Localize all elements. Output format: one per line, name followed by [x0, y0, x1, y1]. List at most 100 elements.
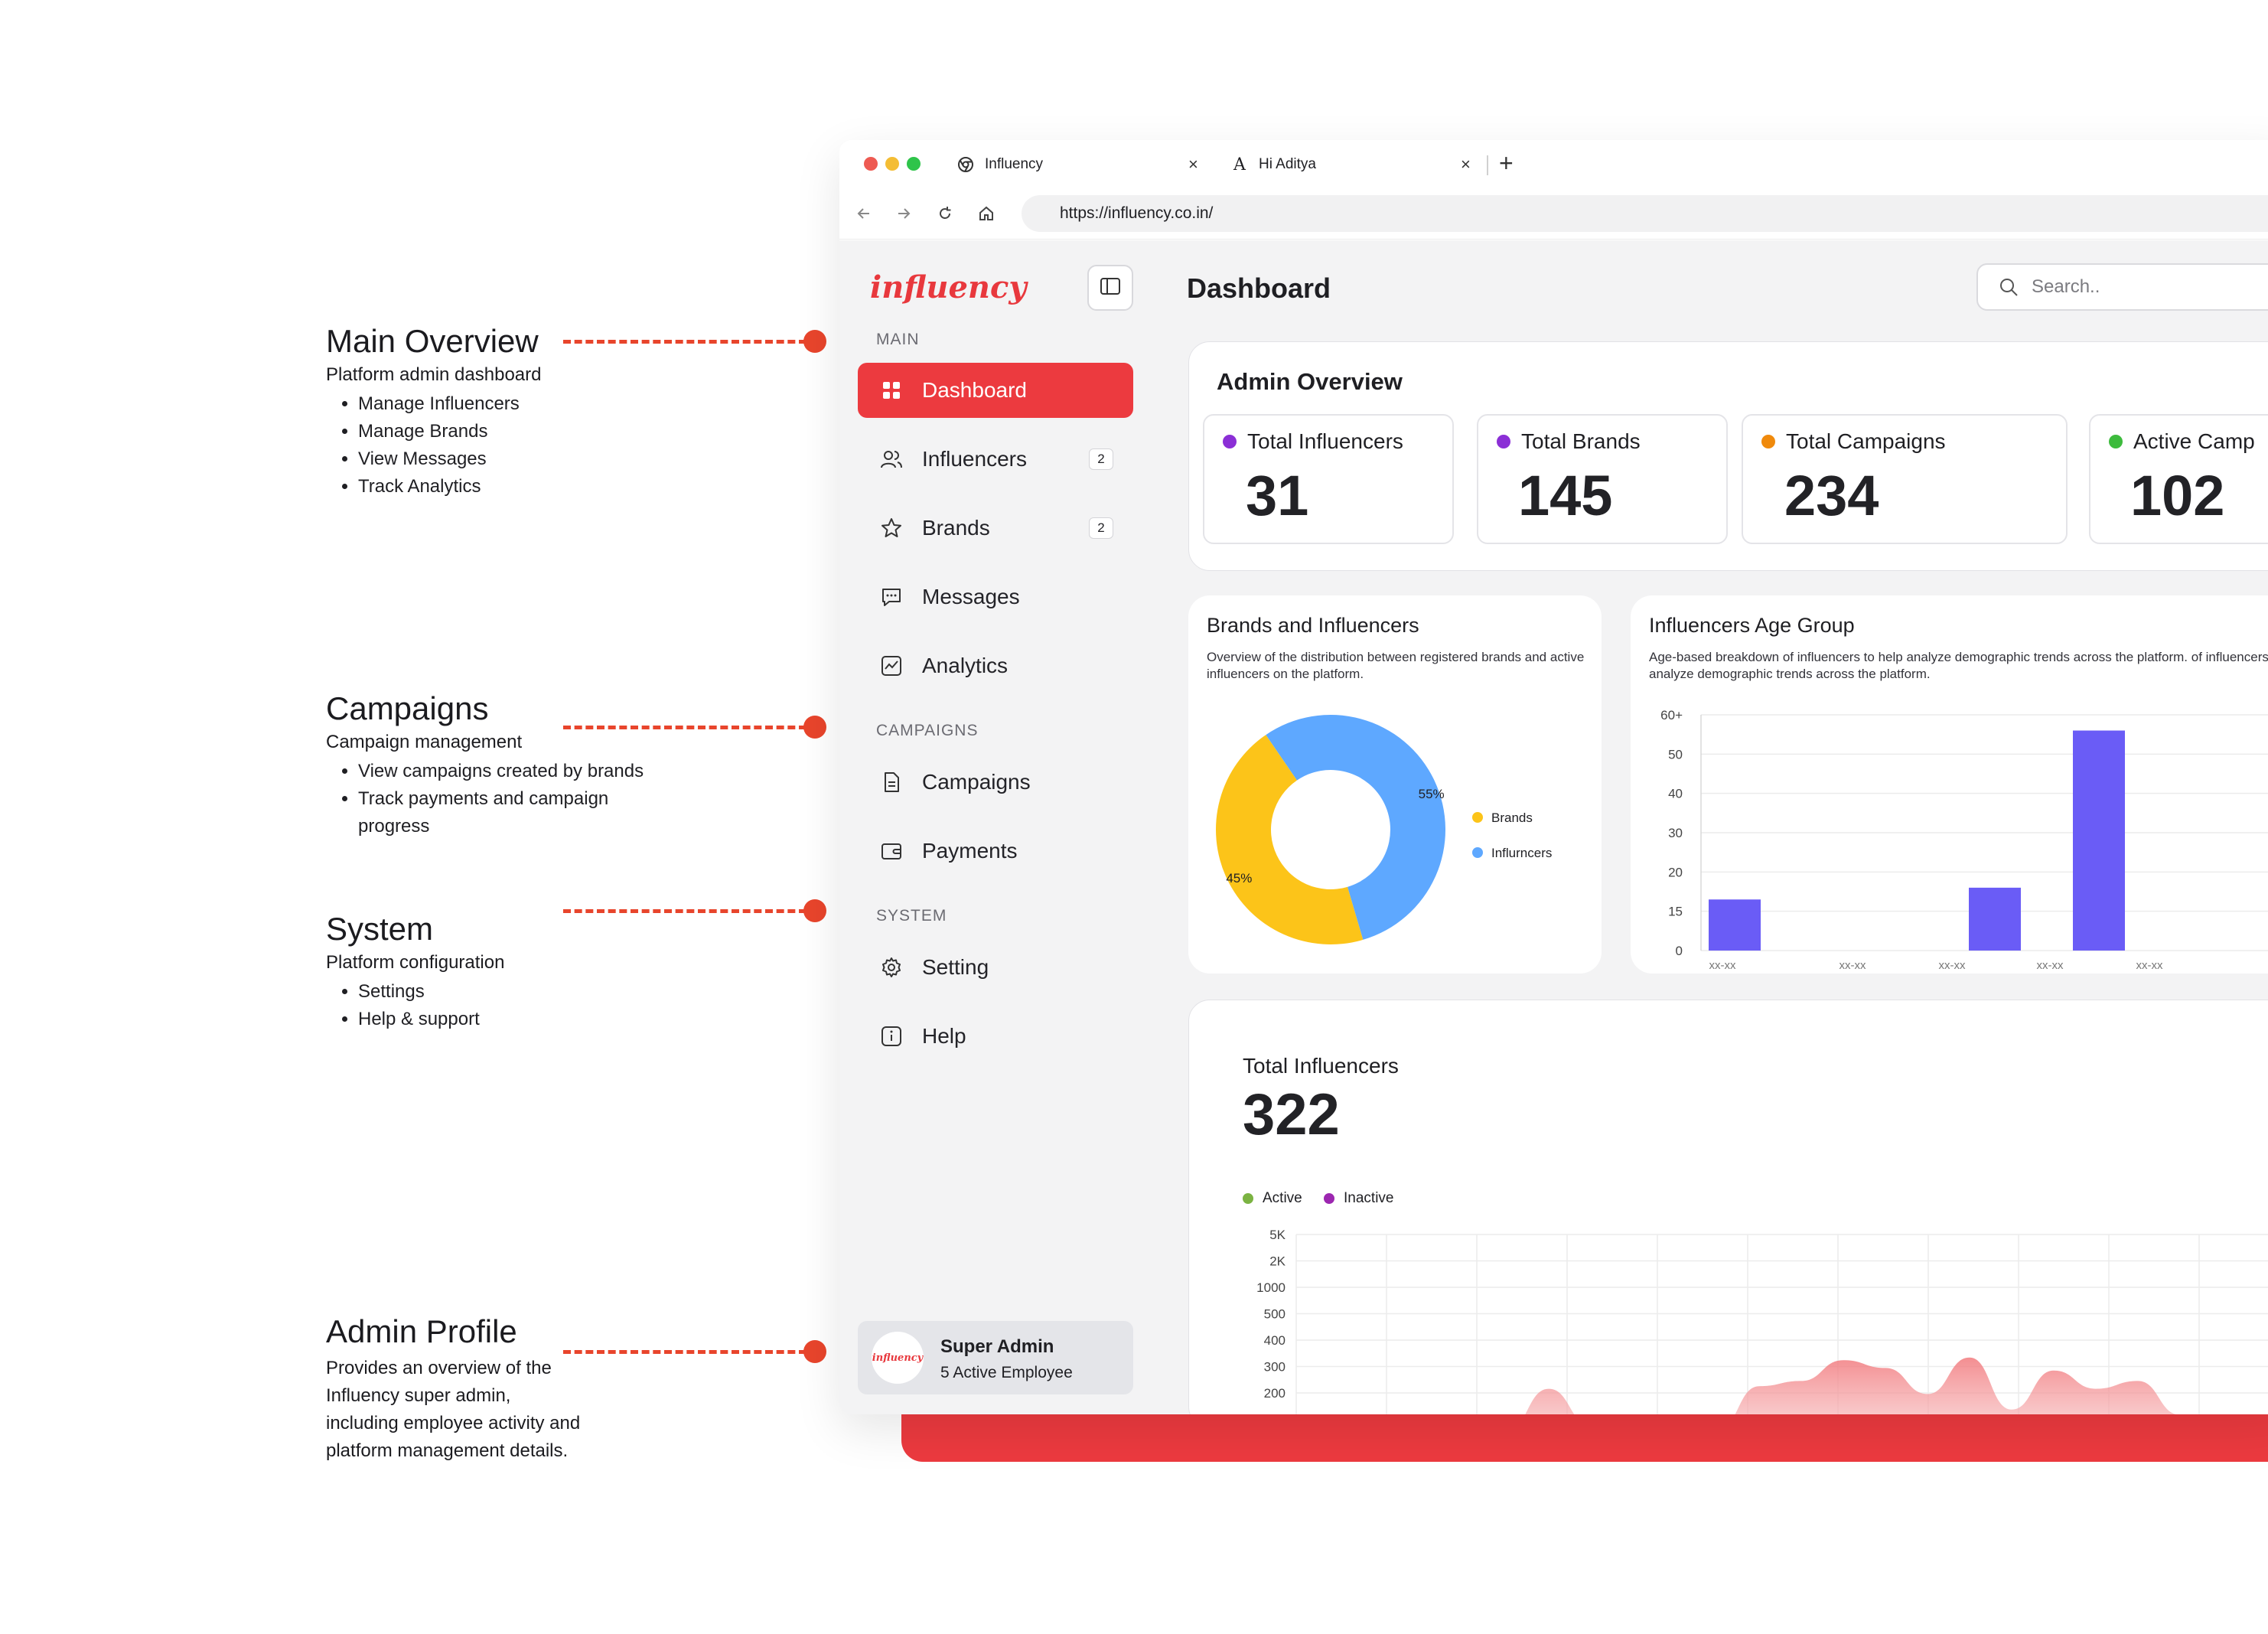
y-tick-label: 200 — [1264, 1386, 1286, 1401]
sidebar-item-messages[interactable]: Messages — [858, 569, 1133, 625]
close-window-button[interactable] — [864, 157, 878, 171]
y-tick-label: 400 — [1264, 1333, 1286, 1348]
forward-button[interactable] — [893, 203, 914, 224]
minimize-window-button[interactable] — [885, 157, 899, 171]
connector-line — [563, 1350, 807, 1354]
sidebar-item-dashboard[interactable]: Dashboard — [858, 363, 1133, 418]
sidebar-item-payments[interactable]: Payments — [858, 824, 1133, 879]
sidebar-item-label: Influencers — [922, 447, 1027, 471]
total-influencers-card: Total Influencers 322 Active Inactive 5K… — [1188, 1000, 2268, 1414]
tab-influency[interactable]: Influency × — [957, 149, 1217, 180]
stat-label: Total Campaigns — [1786, 429, 1946, 453]
area-chart: 5K 2K 1000 500 400 300 200 — [1256, 1228, 2268, 1414]
sidebar-item-influencers[interactable]: Influencers 2 — [858, 432, 1133, 487]
document-icon — [879, 770, 904, 794]
profile-info: 5 Active Employee — [940, 1364, 1073, 1381]
search-placeholder: Search.. — [2032, 276, 2100, 297]
sidebar-item-label: Analytics — [922, 654, 1009, 677]
donut-slice — [1216, 735, 1364, 944]
sidebar-item-analytics[interactable]: Analytics — [858, 638, 1133, 693]
age-group-card: Influencers Age Group Age-based breakdow… — [1631, 595, 2268, 974]
chart-total-value: 322 — [1243, 1082, 1340, 1147]
maximize-window-button[interactable] — [907, 157, 921, 171]
y-tick-label: 5K — [1269, 1228, 1286, 1242]
sidebar-item-brands[interactable]: Brands 2 — [858, 501, 1133, 556]
y-tick-label: 0 — [1676, 944, 1683, 958]
sidebar: influency MAIN Dashboard — [839, 240, 1161, 1414]
sidebar-item-label: Campaigns — [922, 770, 1031, 794]
stat-card-total-influencers[interactable]: Total Influencers 31 — [1203, 414, 1454, 544]
tab-label: Influency — [985, 156, 1044, 172]
status-dot — [2109, 435, 2123, 448]
area-series-active — [1525, 1357, 2178, 1414]
gear-icon — [879, 955, 904, 980]
sidebar-item-setting[interactable]: Setting — [858, 940, 1133, 995]
stat-card-active-campaigns[interactable]: Active Camp 102 — [2089, 414, 2268, 544]
sidebar-item-label: Dashboard — [922, 378, 1027, 402]
status-dot — [1497, 435, 1510, 448]
legend-active: Active — [1243, 1190, 1302, 1207]
annotation-bullet: Manage Brands — [358, 418, 724, 445]
annotation-bullet: Help & support — [358, 1006, 647, 1033]
profile-name: Super Admin — [940, 1336, 1054, 1357]
y-tick-label: 50 — [1668, 747, 1683, 762]
legend-inactive: Inactive — [1324, 1190, 1393, 1207]
stat-value: 31 — [1246, 464, 1309, 527]
tab-divider — [1487, 155, 1488, 175]
new-tab-button[interactable]: + — [1499, 149, 1514, 177]
tab-bar: Influency × A Hi Aditya × + — [839, 140, 2268, 188]
chrome-icon — [957, 156, 974, 173]
chart-title: Brands and Influencers — [1207, 614, 1419, 637]
annotation-description: Provides an overview of the Influency su… — [326, 1358, 581, 1461]
annotation-bullet: Track Analytics — [358, 473, 724, 501]
search-icon — [1998, 276, 2019, 298]
status-dot — [1761, 435, 1775, 448]
connector-dot — [803, 1340, 826, 1363]
stat-card-total-campaigns[interactable]: Total Campaigns 234 — [1742, 414, 2068, 544]
home-button[interactable] — [976, 203, 997, 224]
y-tick-label: 300 — [1264, 1360, 1286, 1375]
search-input[interactable]: Search.. — [1976, 263, 2268, 311]
sidebar-item-campaigns[interactable]: Campaigns — [858, 755, 1133, 810]
bar — [2073, 730, 2125, 951]
reload-button[interactable] — [934, 203, 956, 224]
count-badge: 2 — [1089, 448, 1113, 470]
slice-label: 55% — [1419, 787, 1445, 801]
bar — [1969, 887, 2021, 951]
url-field[interactable]: https://influency.co.in/ — [1022, 195, 2268, 232]
legend-dot — [1243, 1193, 1253, 1204]
sidebar-item-label: Messages — [922, 585, 1020, 608]
x-tick-label: xx-xx — [1939, 959, 1966, 972]
sidebar-item-help[interactable]: Help — [858, 1009, 1133, 1064]
avatar: influency — [872, 1332, 924, 1384]
stat-card-total-brands[interactable]: Total Brands 145 — [1477, 414, 1728, 544]
stat-value: 234 — [1784, 464, 1879, 527]
annotation-subtitle: Campaign management — [326, 732, 523, 752]
card-title: Admin Overview — [1217, 368, 1403, 395]
main-content: Dashboard Search.. Admin Overview Total … — [1161, 240, 2268, 1414]
admin-profile-card[interactable]: influency Super Admin 5 Active Employee — [858, 1321, 1133, 1394]
stat-label: Total Influencers — [1247, 429, 1403, 453]
info-icon — [879, 1024, 904, 1049]
donut-slice — [1266, 715, 1445, 940]
grid-icon — [879, 378, 904, 403]
annotation-bullet: View Messages — [358, 445, 724, 473]
y-tick-label: 1000 — [1256, 1280, 1286, 1295]
donut-chart: 55% 45% Brands Influrncers — [1216, 715, 1552, 944]
tab-hi-aditya[interactable]: A Hi Aditya × — [1231, 149, 1491, 180]
annotation-admin-profile: Admin Profile Provides an overview of th… — [326, 1313, 586, 1465]
connector-dot — [803, 330, 826, 353]
section-label-main: MAIN — [876, 331, 920, 348]
bar-chart: 0 15 20 30 40 50 60+ xx-xx xx-xx xx-xx xx-xx xx-xx — [1660, 708, 2268, 972]
chart-title: Total Influencers — [1243, 1054, 1399, 1078]
annotation-bullet: Track payments and campaign progress — [358, 785, 647, 840]
close-icon[interactable]: × — [1188, 155, 1198, 174]
annotation-bullet: Manage Influencers — [358, 390, 724, 418]
back-button[interactable] — [853, 203, 875, 224]
legend-label: Active — [1263, 1190, 1302, 1206]
sidebar-toggle-button[interactable] — [1087, 265, 1133, 311]
annotation-bullet: Settings — [358, 978, 647, 1006]
annotation-title: Admin Profile — [326, 1313, 517, 1349]
users-icon — [879, 447, 904, 471]
close-icon[interactable]: × — [1461, 155, 1471, 174]
